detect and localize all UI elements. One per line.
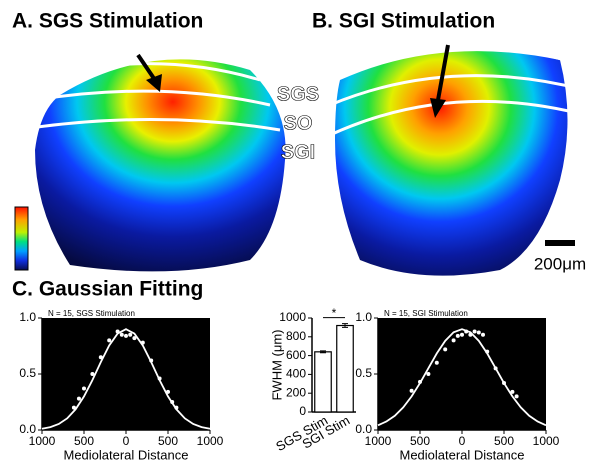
bar <box>314 351 332 413</box>
y-tick-label: 1.0 <box>19 310 36 324</box>
x-tick-label: 500 <box>410 434 430 448</box>
data-point <box>426 372 431 376</box>
x-tick-label: 0 <box>123 434 130 448</box>
fit-curve <box>41 328 211 430</box>
y-axis-label: FWHM (μm) <box>269 329 284 400</box>
layer-label: SGI <box>281 141 315 163</box>
fit-curve <box>377 328 547 427</box>
y-tick-label: 1000 <box>279 310 306 324</box>
heatmap-b <box>329 43 586 276</box>
data-point <box>451 338 456 343</box>
data-point <box>514 394 519 399</box>
data-point <box>460 332 464 337</box>
data-point <box>409 388 414 393</box>
annotation: N = 15, SGI Stimulation <box>384 309 468 318</box>
x-tick-label: 1000 <box>197 434 224 448</box>
data-point <box>443 347 448 352</box>
x-tick-label: 0 <box>459 434 466 448</box>
panel-title: A. SGS Stimulation <box>12 10 203 33</box>
panel-title: B. SGI Stimulation <box>312 10 495 33</box>
data-point <box>476 330 481 335</box>
data-point <box>455 333 460 338</box>
y-tick-label: 0 <box>299 404 306 418</box>
data-point <box>434 360 439 365</box>
x-tick-label: 1000 <box>533 434 560 448</box>
y-tick-label: 0.5 <box>355 366 372 380</box>
y-tick-label: 400 <box>286 367 306 381</box>
data-point <box>107 338 112 343</box>
data-point <box>71 405 76 410</box>
heatmap-a <box>29 53 286 272</box>
x-axis-label: Mediolateral Distance <box>63 447 188 462</box>
error-bar <box>342 323 348 328</box>
x-tick-label: 500 <box>74 434 94 448</box>
colorbar <box>14 206 29 271</box>
x-axis-label: Mediolateral Distance <box>399 447 524 462</box>
y-tick-label: 1.0 <box>355 310 372 324</box>
bar <box>336 324 354 413</box>
data-point <box>481 332 485 337</box>
x-tick-label: 1000 <box>29 434 56 448</box>
scale-label: 200μm <box>534 254 586 273</box>
panel-title: C. Gaussian Fitting <box>12 278 203 301</box>
y-tick-label: 0.0 <box>19 422 36 436</box>
data-point <box>132 336 137 341</box>
x-tick-label: 1000 <box>365 434 392 448</box>
y-tick-label: 800 <box>286 329 306 343</box>
data-point <box>128 332 133 337</box>
data-point <box>119 332 124 337</box>
x-tick-label: 500 <box>494 434 514 448</box>
layer-label: SO <box>284 112 313 134</box>
y-tick-label: 0.5 <box>19 366 36 380</box>
scale-bar <box>545 240 575 246</box>
data-point <box>76 396 81 401</box>
data-point <box>82 386 86 391</box>
data-point <box>510 389 515 394</box>
data-point <box>90 372 95 376</box>
error-bar <box>320 350 326 354</box>
data-point <box>124 333 128 338</box>
x-tick-label: 500 <box>158 434 178 448</box>
data-point <box>472 329 477 334</box>
y-tick-label: 200 <box>286 385 306 399</box>
annotation: N = 15, SGS Stimulation <box>48 309 135 318</box>
y-tick-label: 600 <box>286 348 306 362</box>
layer-label: SGS <box>277 83 319 105</box>
y-tick-label: 0.0 <box>355 422 372 436</box>
significance-mark: * <box>332 306 337 320</box>
